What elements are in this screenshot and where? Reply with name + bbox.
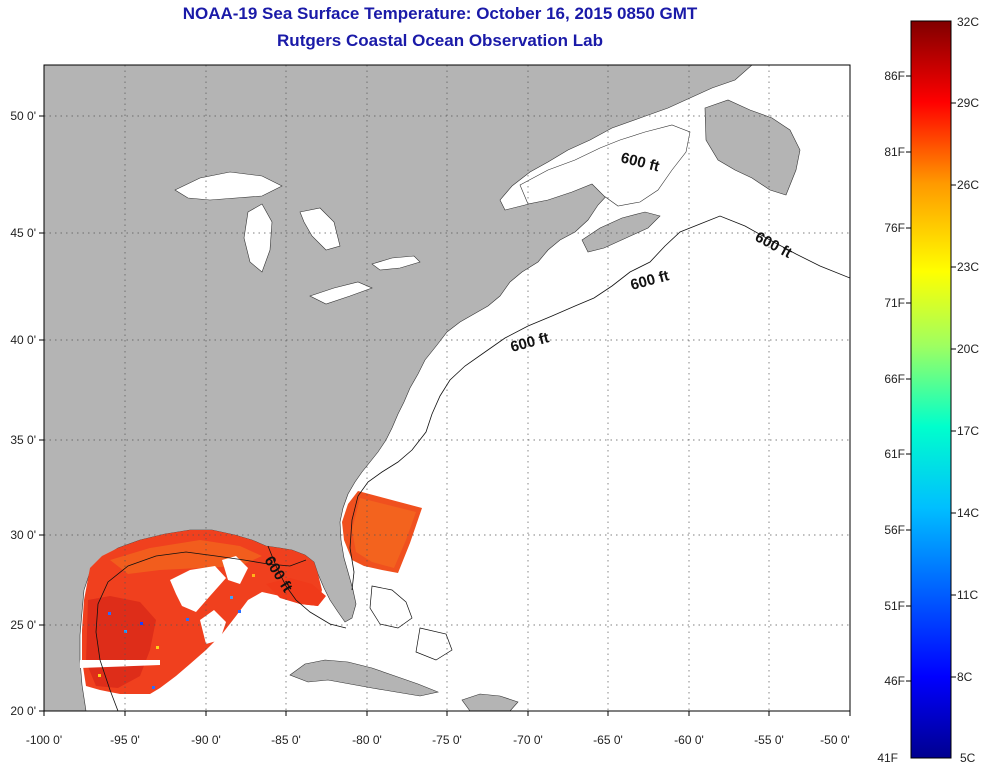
land-newfoundland: [704, 99, 801, 196]
x-tick-label: -70 0': [513, 733, 543, 747]
y-tick-label: 45 0': [10, 226, 36, 240]
sst-speckle: [98, 574, 255, 689]
x-tick-label: -60 0': [674, 733, 704, 747]
map-subtitle: Rutgers Coastal Ocean Observation Lab: [277, 31, 603, 50]
colorbar-celsius-label: 23C: [957, 260, 979, 274]
colorbar-celsius-label: 32C: [957, 15, 979, 29]
colorbar-fahrenheit-label: 76F: [884, 221, 905, 235]
colorbar-fahrenheit-label: 56F: [884, 523, 905, 537]
x-tick-label: -75 0': [432, 733, 462, 747]
x-tick-label: -100 0': [26, 733, 62, 747]
colorbar-fahrenheit-label: 66F: [884, 372, 905, 386]
colorbar-fahrenheit-label: 71F: [884, 296, 905, 310]
colorbar-ticks: [906, 75, 956, 682]
colorbar-celsius-label: 5C: [960, 751, 976, 765]
y-tick-label: 20 0': [10, 704, 36, 718]
y-tick-label: 25 0': [10, 618, 36, 632]
colorbar-fahrenheit-label: 41F: [877, 751, 898, 765]
colorbar-celsius-label: 20C: [957, 342, 979, 356]
land-nova-scotia: [581, 211, 661, 253]
colorbar-celsius-label: 8C: [957, 670, 973, 684]
colorbar-fahrenheit-label: 51F: [884, 599, 905, 613]
x-tick-label: -65 0': [593, 733, 623, 747]
y-tick-label: 30 0': [10, 528, 36, 542]
map-title: NOAA-19 Sea Surface Temperature: October…: [182, 4, 698, 23]
x-tick-label: -95 0': [110, 733, 140, 747]
colorbar-celsius-label: 17C: [957, 424, 979, 438]
land-cuba: [289, 659, 440, 697]
colorbar-fahrenheit-label: 81F: [884, 145, 905, 159]
colorbar-fahrenheit-label: 61F: [884, 447, 905, 461]
x-tick-label: -50 0': [820, 733, 850, 747]
y-tick-label: 40 0': [10, 333, 36, 347]
y-tick-label: 50 0': [10, 109, 36, 123]
land-hispaniola: [461, 693, 519, 711]
isobath-600ft-gulf-fl: [267, 545, 347, 629]
colorbar-fahrenheit-label: 86F: [884, 69, 905, 83]
isobath-bahamas: [369, 585, 453, 661]
graticule: [44, 65, 850, 711]
colorbar-fahrenheit-label: 46F: [884, 674, 905, 688]
sst-swath-atlantic-inner: [352, 498, 416, 568]
colorbar-celsius-label: 29C: [957, 96, 979, 110]
y-tick-label: 35 0': [10, 433, 36, 447]
isobath-600ft-gulf: [95, 551, 307, 711]
x-tick-label: -90 0': [191, 733, 221, 747]
gulf-of-st-lawrence: [519, 124, 691, 207]
great-lakes: [174, 171, 421, 305]
axis-ticks: [39, 115, 851, 716]
x-tick-label: -80 0': [352, 733, 382, 747]
colorbar-celsius-label: 11C: [957, 588, 978, 602]
sst-loop-current: [266, 578, 326, 606]
x-tick-label: -85 0': [271, 733, 301, 747]
x-tick-label: -55 0': [754, 733, 784, 747]
isobath-600ft: [349, 215, 850, 591]
colorbar-celsius-label: 26C: [957, 178, 979, 192]
cloud-gaps: [80, 556, 248, 668]
colorbar-celsius-label: 14C: [957, 506, 979, 520]
temperature-colorbar: [910, 20, 952, 759]
